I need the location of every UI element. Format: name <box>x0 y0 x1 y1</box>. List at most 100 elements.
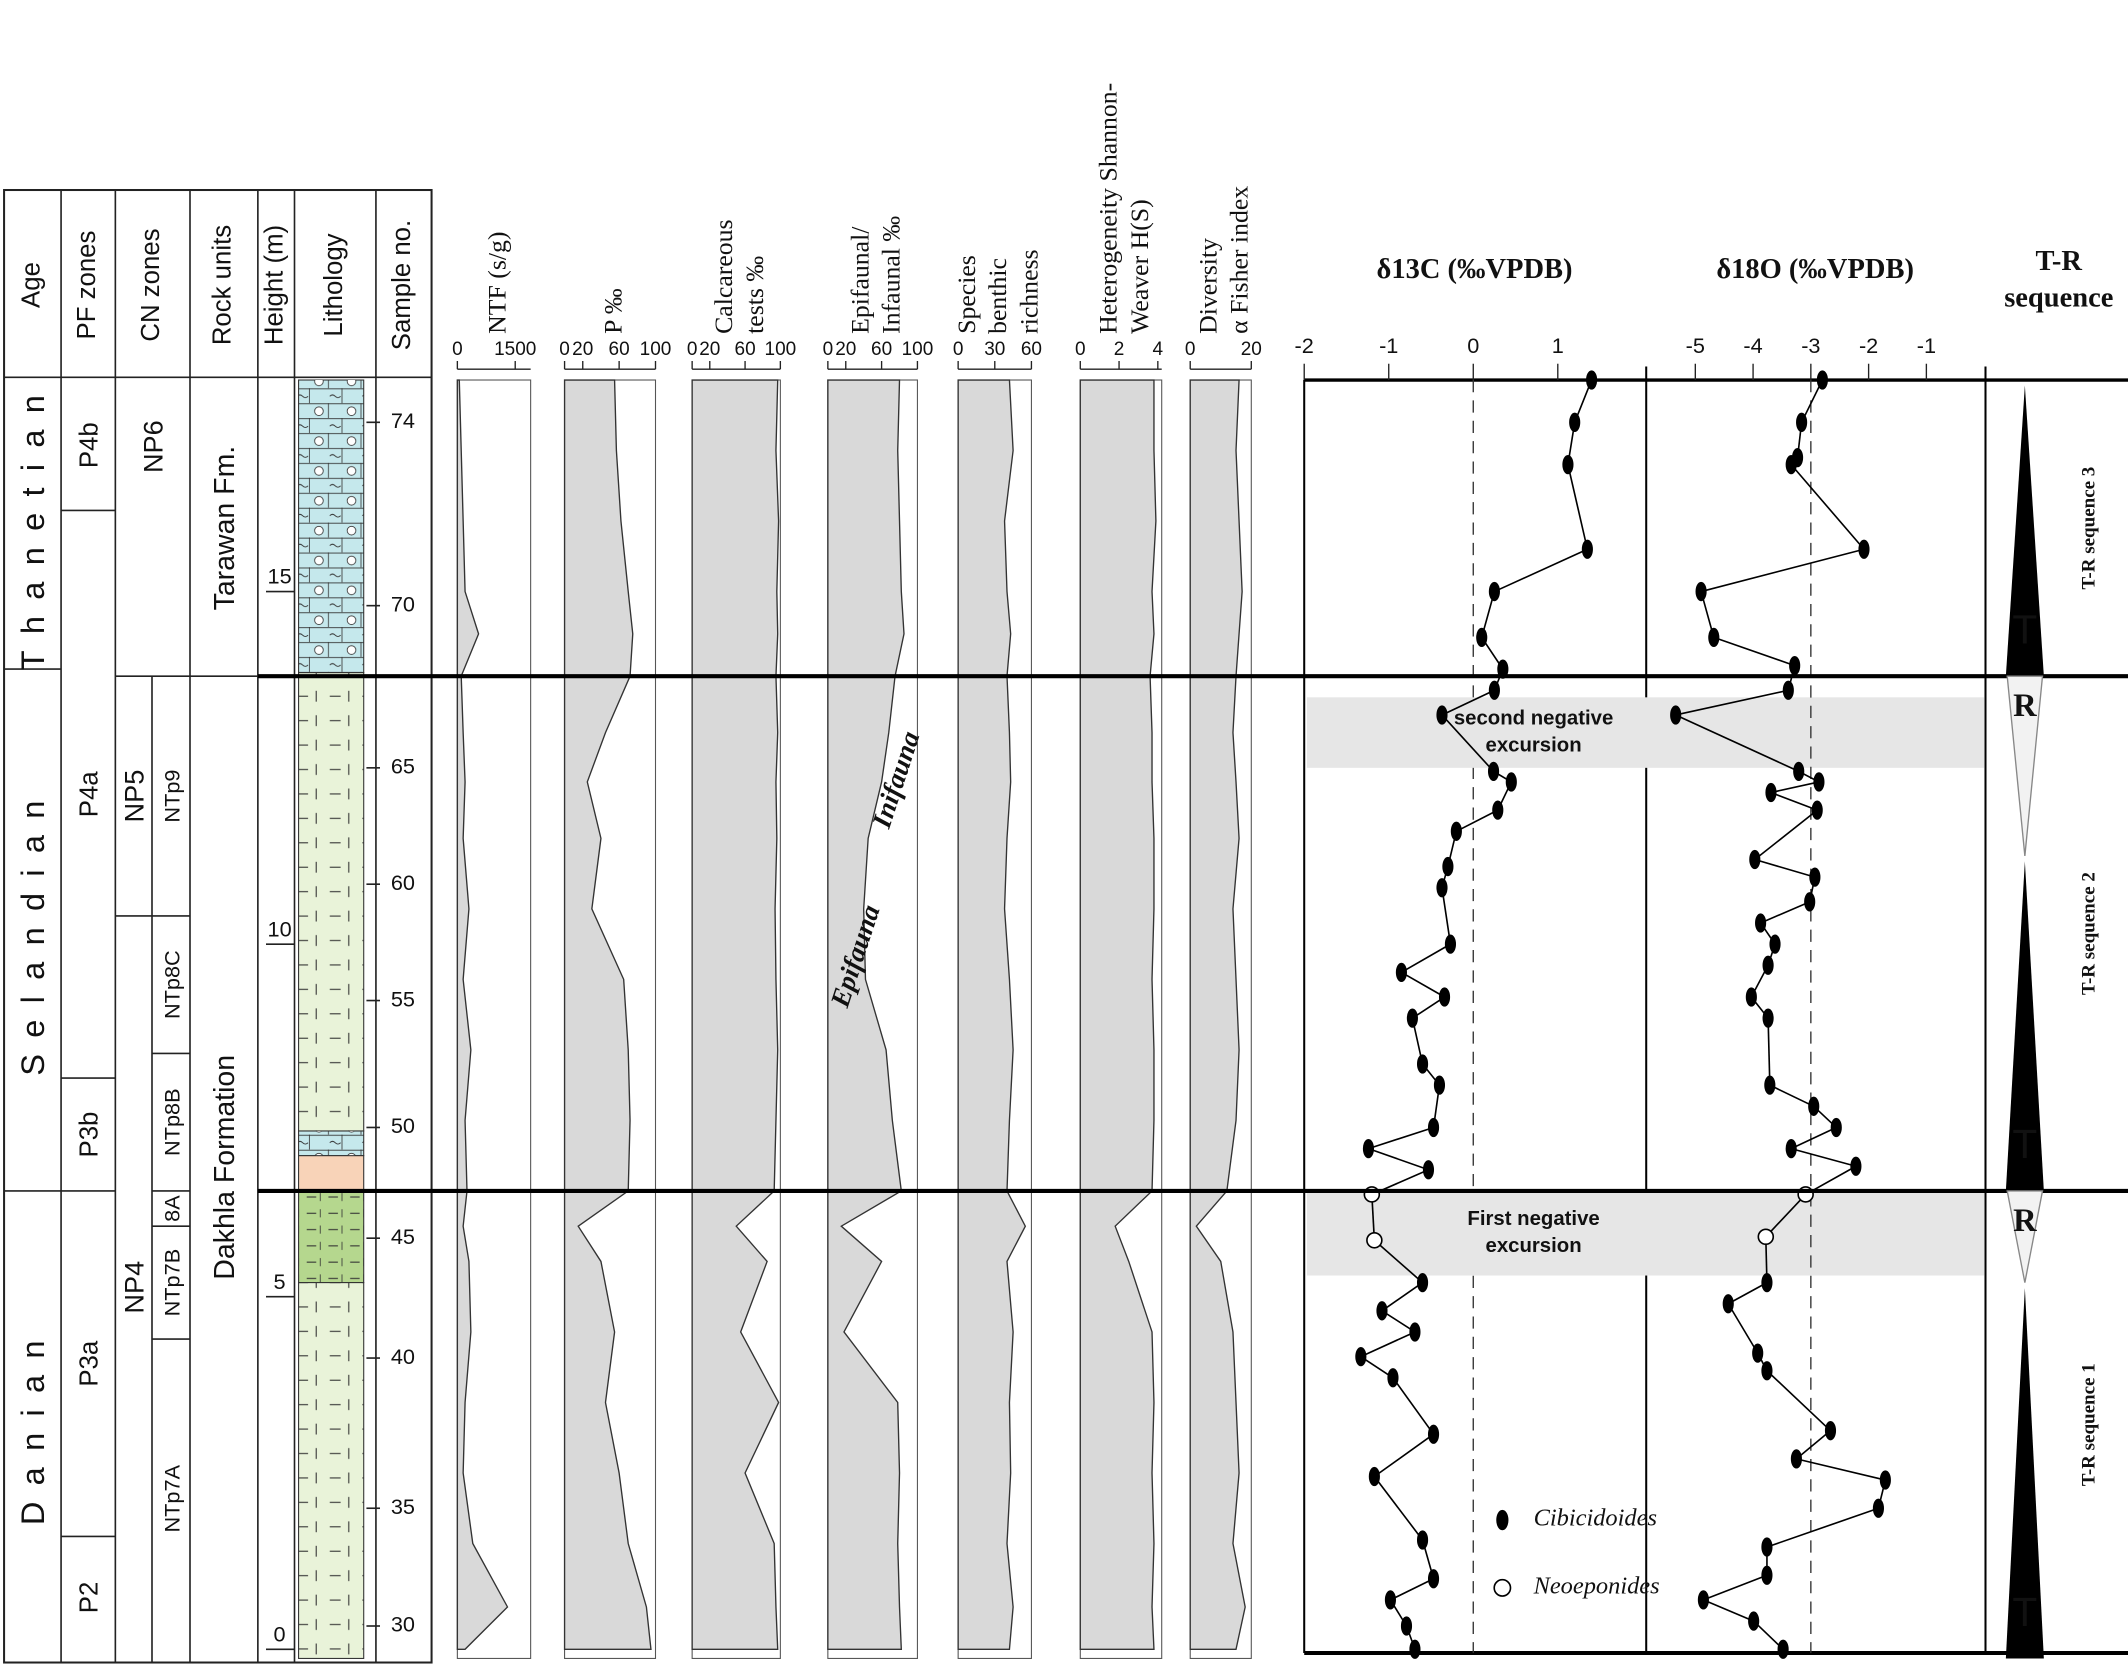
sample-label: 50 <box>391 1113 415 1138</box>
sample-point <box>1777 1639 1789 1659</box>
profile-segment <box>1795 1430 1832 1460</box>
profile-segment <box>1567 464 1589 550</box>
area <box>1079 379 1157 1650</box>
profile-segment <box>1455 809 1499 833</box>
profile-segment <box>1411 996 1445 1019</box>
x-tick-label: -1 <box>1917 333 1936 358</box>
panel-title: Heterogeneity Shannon- <box>1094 83 1123 334</box>
excursion-band <box>1306 1190 1985 1276</box>
sample-label: 40 <box>391 1344 415 1369</box>
sample-point <box>1427 1569 1440 1589</box>
sample-point <box>1808 1096 1820 1116</box>
panel-title: Diversity <box>1193 238 1222 334</box>
sample-point <box>1811 800 1823 820</box>
sample-point <box>1789 655 1801 676</box>
profile-segment <box>1675 714 1800 773</box>
profile-segment <box>1401 971 1445 998</box>
sample-point <box>1670 705 1682 725</box>
sample-point <box>1761 1565 1773 1585</box>
age-label: Danian <box>15 1324 51 1525</box>
panel-title: Calcareous <box>709 219 738 333</box>
band-label: excursion <box>1486 1235 1582 1257</box>
pf-zone-label: P3a <box>76 1340 104 1387</box>
x-tick-label: 0 <box>452 339 463 360</box>
x-tick-label: 20 <box>699 339 720 360</box>
profile-segment <box>1767 1018 1771 1086</box>
sample-point <box>1487 761 1500 782</box>
sample-label: 60 <box>391 870 415 895</box>
sample-point <box>1762 1008 1774 1028</box>
sample-label: 70 <box>391 591 415 616</box>
profile-segment <box>1401 943 1451 974</box>
column-header: CN zones <box>137 228 165 341</box>
sample-point <box>1752 1343 1764 1363</box>
profile-segment <box>1360 1355 1394 1379</box>
pf-zone-label: P3b <box>76 1112 104 1158</box>
sample-point <box>1695 581 1707 602</box>
height-tick-label: 15 <box>268 564 292 589</box>
legend-label: Cibicidoides <box>1534 1505 1657 1532</box>
transgressive-wedge <box>2005 861 2044 1191</box>
x-tick-label: -2 <box>1859 333 1878 358</box>
sample-point <box>1790 1449 1802 1469</box>
sample-point <box>1433 1075 1446 1095</box>
profile-segment <box>1770 791 1818 811</box>
age-label: Selandian <box>15 784 51 1075</box>
legend-label: Neoeponides <box>1533 1572 1660 1599</box>
x-tick-label: 0 <box>953 339 964 360</box>
panel-title: δ13C (‰VPDB) <box>1377 254 1573 285</box>
t-label: T <box>2012 1121 2037 1167</box>
sample-point <box>1384 1590 1396 1610</box>
cn-subzone-label: NTp8C <box>159 950 184 1019</box>
cn-subzone-label: 8A <box>159 1195 184 1222</box>
sample-point <box>1793 761 1805 782</box>
panel-title: Weaver H(S) <box>1125 199 1154 334</box>
sample-point <box>1581 539 1593 559</box>
profile-segment <box>1373 1433 1435 1478</box>
x-tick-label: 100 <box>765 339 797 360</box>
profile-segment <box>1441 714 1495 772</box>
x-tick-label: 100 <box>902 339 934 360</box>
sample-label: 65 <box>391 754 415 779</box>
x-tick-label: 1500 <box>494 339 536 360</box>
profile-segment <box>1390 1578 1434 1601</box>
height-tick-label: 10 <box>268 916 292 941</box>
height-tick-label: 0 <box>274 1621 286 1646</box>
area <box>957 379 1027 1650</box>
sample-point <box>1366 1232 1383 1249</box>
cn-zone-label: NP5 <box>119 770 150 823</box>
cn-subzone-label: NTp7B <box>159 1249 184 1317</box>
panel-frame <box>456 379 532 1659</box>
sample-point <box>1879 1470 1891 1490</box>
column-frame <box>3 188 433 1664</box>
profile-segment <box>1766 1370 1832 1432</box>
transgressive-wedge <box>2005 1288 2044 1659</box>
pf-zone-label: P4b <box>76 422 104 468</box>
sample-point <box>1569 412 1581 432</box>
profile-segment <box>1373 1239 1424 1284</box>
legend-marker <box>1493 1578 1512 1597</box>
sample-point <box>1824 1421 1837 1441</box>
sample-label: 74 <box>391 408 415 433</box>
sample-point <box>1769 934 1781 954</box>
sample-point <box>1858 539 1870 559</box>
pf-zone-label: P2 <box>76 1582 104 1614</box>
x-tick-label: 60 <box>871 339 892 360</box>
sample-point <box>1761 1537 1773 1557</box>
sample-point <box>1476 627 1488 648</box>
sample-point <box>1376 1301 1388 1321</box>
profile-segment <box>1727 1281 1768 1305</box>
x-tick-label: -5 <box>1686 333 1705 358</box>
profile-segment <box>1700 548 1865 593</box>
band-label: excursion <box>1486 735 1582 757</box>
x-tick-label: 0 <box>1075 339 1086 360</box>
height-tick-label: 5 <box>274 1269 286 1294</box>
t-label: T <box>2012 606 2037 652</box>
sample-point <box>1362 1138 1375 1159</box>
area <box>1189 379 1246 1650</box>
profile-segment <box>1754 809 1818 861</box>
sample-point <box>1850 1156 1862 1176</box>
sample-point <box>1722 1294 1734 1314</box>
panel-title: Epifaunal/ <box>845 226 874 334</box>
